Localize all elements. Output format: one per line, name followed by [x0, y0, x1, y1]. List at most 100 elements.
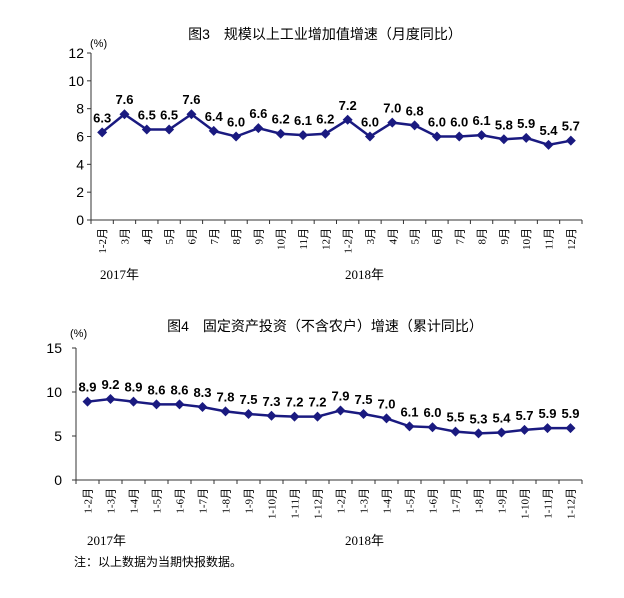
data-point	[381, 413, 392, 424]
x-tick-label: 3月	[365, 228, 377, 245]
data-label: 5.3	[469, 411, 487, 426]
data-label: 5.7	[515, 408, 533, 423]
data-label: 5.8	[495, 117, 513, 132]
x-tick-label: 6月	[186, 228, 198, 245]
data-point	[186, 109, 197, 120]
data-point	[243, 409, 254, 419]
data-label: 8.3	[193, 385, 211, 400]
data-point	[266, 410, 277, 421]
x-tick-label: 7月	[454, 228, 466, 245]
data-label: 6.1	[473, 113, 491, 128]
x-tick-label: 1-2月	[343, 228, 355, 254]
x-tick-label: 4月	[387, 228, 399, 245]
x-tick-label: 8月	[477, 228, 489, 245]
y-tick-label: 10	[46, 384, 62, 400]
x-tick-label: 3月	[119, 228, 131, 245]
x-tick-label: 1-7月	[451, 488, 463, 514]
x-tick-label: 1-12月	[566, 488, 578, 519]
x-tick-label: 12月	[566, 228, 578, 250]
data-point	[208, 125, 219, 136]
data-label: 6.3	[93, 110, 111, 125]
data-label: 8.9	[78, 380, 96, 395]
data-point	[519, 424, 530, 435]
data-label: 5.7	[562, 119, 580, 134]
data-label: 7.3	[262, 394, 280, 409]
data-point	[342, 114, 353, 125]
year-label: 2018年	[345, 533, 384, 548]
x-tick-label: 1-2月	[97, 228, 109, 254]
x-tick-label: 1-12月	[313, 488, 325, 519]
y-tick-label: 2	[76, 184, 84, 200]
data-point	[335, 405, 346, 416]
y-tick-label: 0	[76, 212, 84, 228]
x-tick-label: 1-5月	[405, 488, 417, 514]
data-label: 7.0	[383, 101, 401, 116]
data-label: 7.6	[182, 92, 200, 107]
x-tick-label: 1-2月	[336, 488, 348, 514]
x-tick-label: 5月	[410, 228, 422, 245]
data-label: 7.0	[377, 396, 395, 411]
x-tick-label: 1-6月	[428, 488, 440, 514]
data-label: 6.6	[249, 106, 267, 121]
data-point	[431, 131, 442, 142]
data-label: 6.5	[160, 108, 178, 123]
x-tick-label: 10月	[521, 228, 533, 250]
series-line	[87, 397, 571, 435]
data-label: 7.2	[339, 98, 357, 113]
y-tick-label: 4	[76, 156, 84, 172]
data-point	[320, 128, 331, 139]
data-point	[275, 128, 286, 139]
x-tick-label: 1-10月	[520, 488, 532, 519]
x-tick-label: 1-9月	[497, 488, 509, 514]
data-point	[220, 406, 231, 417]
x-tick-label: 1-11月	[543, 488, 555, 519]
data-label: 7.9	[331, 388, 349, 403]
chart-title: 图4 固定资产投资（不含农户）增速（累计同比）	[167, 318, 483, 334]
data-point	[105, 394, 116, 405]
data-label: 8.9	[124, 380, 142, 395]
x-tick-label: 1-7月	[198, 488, 210, 514]
series-line	[101, 112, 572, 147]
data-point	[97, 127, 108, 138]
y-tick-label: 6	[76, 129, 84, 145]
y-tick-label: 15	[46, 340, 62, 356]
chart-title: 图3 规模以上工业增加值增速（月度同比）	[188, 26, 462, 42]
x-tick-label: 5月	[164, 228, 176, 245]
data-label: 7.2	[308, 395, 326, 410]
data-label: 6.5	[138, 108, 156, 123]
x-tick-label: 10月	[276, 228, 288, 250]
y-tick-label: 12	[68, 45, 84, 61]
data-point	[174, 399, 185, 410]
y-tick-label: 5	[54, 428, 62, 444]
data-point	[387, 117, 398, 128]
data-label: 5.9	[538, 406, 556, 421]
data-point	[164, 124, 175, 135]
data-point	[298, 130, 309, 141]
data-label: 6.4	[205, 109, 224, 124]
x-tick-label: 12月	[320, 228, 332, 250]
x-tick-label: 1-10月	[267, 488, 279, 519]
data-point	[128, 396, 139, 407]
x-tick-label: 1-4月	[382, 488, 394, 514]
y-tick-label: 10	[68, 73, 84, 89]
data-label: 8.6	[147, 382, 165, 397]
data-label: 6.0	[227, 115, 245, 130]
y-tick-label: 8	[76, 101, 84, 117]
data-point	[197, 401, 208, 412]
data-label: 6.2	[316, 112, 334, 127]
x-tick-label: 9月	[253, 228, 265, 245]
data-point	[427, 422, 438, 433]
x-tick-label: 9月	[499, 228, 511, 245]
x-tick-label: 1-3月	[359, 488, 371, 514]
y-tick-label: 0	[54, 472, 62, 488]
data-point	[409, 120, 420, 131]
x-tick-label: 1-6月	[175, 488, 187, 514]
data-label: 7.6	[115, 92, 133, 107]
data-point	[289, 411, 300, 422]
data-label: 6.1	[294, 113, 312, 128]
data-label: 6.0	[361, 115, 379, 130]
data-label: 6.0	[450, 115, 468, 130]
data-point	[521, 132, 532, 143]
x-tick-label: 1-5月	[152, 488, 164, 514]
data-label: 5.9	[561, 406, 579, 421]
